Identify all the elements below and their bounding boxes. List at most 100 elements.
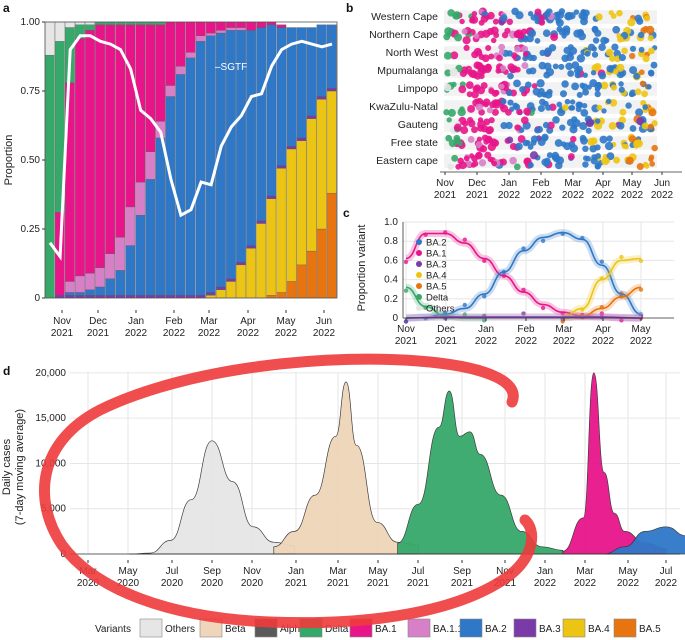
sequence-point <box>491 160 498 167</box>
panel-a-xtick-month: Jan <box>128 316 144 327</box>
sequence-point <box>555 11 562 18</box>
sequence-point <box>450 51 459 60</box>
bar-segment <box>246 248 256 299</box>
sequence-point <box>525 140 531 146</box>
bar-segment <box>105 24 116 254</box>
bar-segment <box>236 264 246 299</box>
panel-b-xtick-month: Jun <box>654 178 670 189</box>
bar-segment <box>44 21 55 56</box>
sequence-point <box>571 116 578 123</box>
sequence-point <box>544 50 551 57</box>
panel-c-xtick-year: 2021 <box>395 336 418 347</box>
bar-segment <box>306 27 317 116</box>
panel-d-ytick: 20,000 <box>35 368 66 379</box>
panel-d-xtick-month: Nov <box>496 566 514 577</box>
panel-c-xtick-year: 2022 <box>592 336 615 347</box>
red-circle-annotation <box>39 353 538 629</box>
bar-segment <box>286 146 297 150</box>
panel-b-xtick-year: 2022 <box>621 190 644 201</box>
sequence-point <box>472 160 479 167</box>
panel-c-ytick: 0 <box>392 313 398 324</box>
bar-segment <box>85 295 95 299</box>
sequence-point <box>504 27 511 34</box>
sequence-point <box>527 54 535 62</box>
panel-c-legend-swatch <box>416 261 422 267</box>
sequence-point <box>480 15 489 23</box>
sequence-point <box>642 104 648 110</box>
bar-segment <box>44 54 55 299</box>
sequence-point <box>570 135 577 143</box>
sequence-point <box>476 49 483 56</box>
province-label: Eastern cape <box>376 155 438 167</box>
bar-segment <box>115 270 126 296</box>
panel-d-xtick-year: 2022 <box>655 578 678 589</box>
sequence-point <box>480 82 488 90</box>
sequence-point <box>537 104 545 113</box>
bar-segment <box>256 223 267 299</box>
panel-c-ylabel: Proportion variant <box>356 225 368 312</box>
sequence-point <box>552 116 560 124</box>
panel-c-ytick: 0.2 <box>384 294 398 305</box>
sequence-point <box>444 69 452 77</box>
sequence-point <box>522 36 529 43</box>
panel-b-xtick-month: Mar <box>564 178 582 189</box>
bar-segment <box>296 27 307 139</box>
sequence-point <box>643 15 651 22</box>
sequence-point <box>511 7 519 16</box>
panel-c-point <box>619 318 624 323</box>
bar-segment <box>316 96 327 100</box>
sequence-point <box>543 10 551 18</box>
panel-d-xtick-year: 2020 <box>241 578 264 589</box>
sequence-point <box>506 136 514 144</box>
sequence-point <box>443 109 450 116</box>
bar-segment <box>276 292 287 299</box>
bar-segment <box>64 21 75 28</box>
legend-label: BA.1.1 <box>433 624 463 635</box>
sequence-point <box>500 122 508 130</box>
bar-segment <box>145 295 156 299</box>
panel-d-xtick-month: Jul <box>166 566 179 577</box>
sequence-point <box>564 12 573 21</box>
sequence-point <box>498 43 506 51</box>
sequence-point <box>606 135 613 142</box>
bar-segment <box>145 21 156 25</box>
panel-c-xtick-month: Jan <box>478 324 494 335</box>
bar-segment <box>105 295 116 299</box>
sequence-point <box>582 155 589 161</box>
panel-d-xtick-year: 2022 <box>534 578 557 589</box>
sequence-point <box>475 97 484 106</box>
province-label: KwaZulu-Natal <box>369 101 438 113</box>
sequence-point <box>476 136 483 142</box>
sequence-point <box>647 69 655 77</box>
bar-segment <box>175 74 186 296</box>
wave-area <box>273 381 419 555</box>
sequence-point <box>591 51 599 58</box>
bar-segment <box>226 27 236 31</box>
bar-segment <box>135 215 146 296</box>
sequence-point <box>552 63 559 70</box>
panel-b-xtick-month: Feb <box>532 178 550 189</box>
bar-segment <box>185 21 196 53</box>
bar-segment <box>105 278 116 296</box>
sequence-point <box>506 18 514 26</box>
legend-label: BA.5 <box>639 624 661 635</box>
sequence-point <box>587 137 596 146</box>
variants-legend-title: Variants <box>95 624 131 635</box>
sequence-point <box>645 25 655 35</box>
sequence-point <box>498 83 505 90</box>
panel-d-xtick-year: 2020 <box>117 578 140 589</box>
panel-d-ytick: 5,000 <box>41 504 66 515</box>
sequence-point <box>565 62 573 71</box>
sequence-point <box>455 163 462 170</box>
sequence-point <box>513 30 522 39</box>
panel-a-xtick-month: May <box>277 316 296 327</box>
legend-label: Delta <box>325 624 349 635</box>
bar-segment <box>246 245 256 249</box>
panel-c-fit-line <box>562 257 642 318</box>
sequence-point <box>543 62 552 71</box>
bar-segment <box>205 21 216 34</box>
bar-segment <box>226 281 236 299</box>
panel-c-legend-swatch <box>416 294 422 300</box>
panel-a-chart: –SGTF 00.250.500.751.00Nov2021Dec2021Jan… <box>3 17 338 339</box>
sequence-point <box>576 65 583 73</box>
